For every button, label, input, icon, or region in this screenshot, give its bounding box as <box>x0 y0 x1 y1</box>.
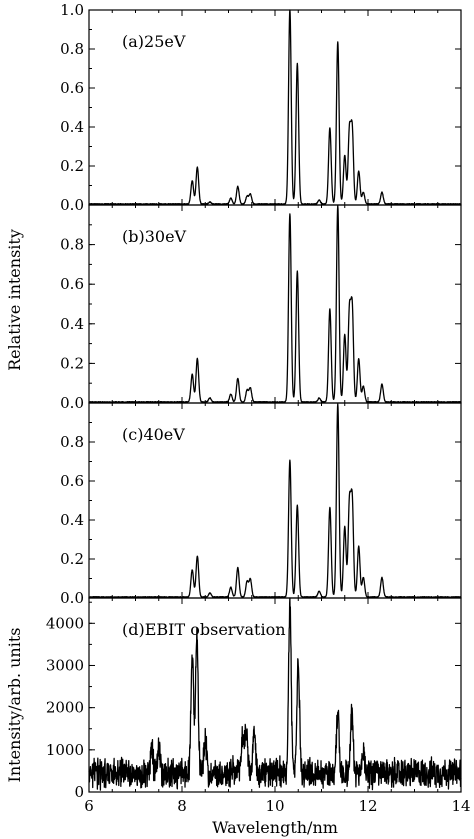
y-tick-label: 0 <box>74 783 84 801</box>
spectrum-line-c <box>88 403 462 599</box>
y-tick-label: 0.4 <box>60 118 84 136</box>
y-tick-label: 0.6 <box>60 275 84 293</box>
x-tick-label: 10 <box>265 797 284 815</box>
panel-label-b: (b)30eV <box>122 227 187 246</box>
y-tick-label: 0.8 <box>60 236 84 254</box>
y-tick-label: 0.0 <box>60 589 84 607</box>
y-tick-label: 4000 <box>46 614 84 632</box>
y-tick-label: 0.2 <box>60 354 84 372</box>
spectrum-line-b <box>88 205 462 404</box>
y-tick-label: 0.4 <box>60 511 84 529</box>
y-tick-label: 1.0 <box>60 1 84 19</box>
y-tick-label: 0.2 <box>60 157 84 175</box>
y-tick-label: 0.6 <box>60 79 84 97</box>
x-tick-label: 14 <box>451 797 470 815</box>
y-tick-label: 0.8 <box>60 40 84 58</box>
panel-c: 0.0 0.2 0.4 0.6 0.8 (c)40eV <box>60 402 462 607</box>
panel-label-a: (a)25eV <box>122 32 186 51</box>
y-axis-title-relative: Relative intensity <box>5 229 24 371</box>
y-tick-label: 2000 <box>46 699 84 717</box>
y-tick-label: 0.2 <box>60 550 84 568</box>
panel-label-d: (d)EBIT observation <box>122 620 286 639</box>
x-tick-label: 12 <box>358 797 377 815</box>
y-tick-label: 1000 <box>46 741 84 759</box>
panel-d: 0 1000 2000 3000 4000 (d)EBIT observation 6 8 10… <box>46 597 471 815</box>
x-tick-label: 8 <box>177 797 187 815</box>
x-axis-title: Wavelength/nm <box>212 818 338 837</box>
spectrum-line-d <box>88 597 462 791</box>
panel-label-c: (c)40eV <box>122 425 185 444</box>
y-tick-label: 0.8 <box>60 433 84 451</box>
x-tick-label: 6 <box>84 797 94 815</box>
panel-a: 0.0 0.2 0.4 0.6 0.8 1.0 (a)25eV <box>60 1 462 214</box>
y-tick-label: 3000 <box>46 656 84 674</box>
y-tick-label: 0.6 <box>60 472 84 490</box>
y-tick-label: 0.0 <box>60 196 84 214</box>
y-tick-label: 0.4 <box>60 315 84 333</box>
y-tick-label: 0.0 <box>60 394 84 412</box>
y-axis-title-intensity: Intensity/arb. units <box>5 628 24 783</box>
spectrum-line-a <box>88 9 462 206</box>
panel-b: 0.0 0.2 0.4 0.6 0.8 (b)30eV <box>60 204 462 412</box>
